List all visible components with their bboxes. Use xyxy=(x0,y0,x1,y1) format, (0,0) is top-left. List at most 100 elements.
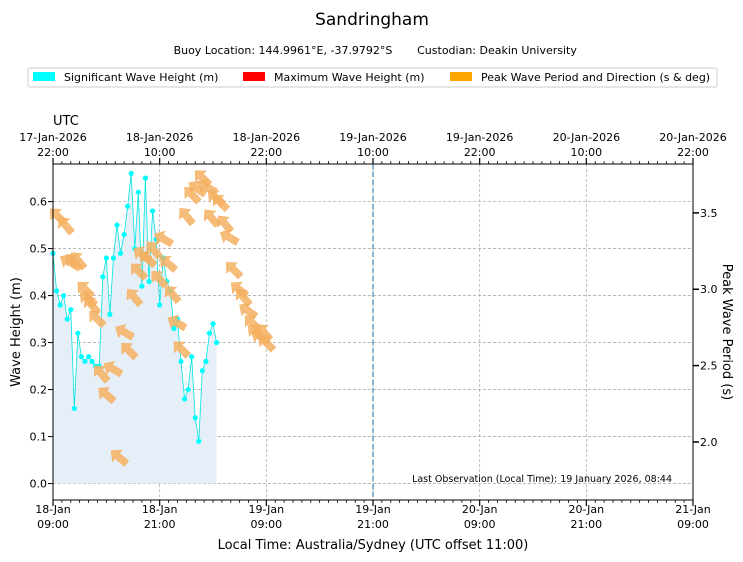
chart-title: Sandringham xyxy=(315,10,429,30)
x-tick-time: 09:00 xyxy=(464,518,496,531)
x-axis-label: Local Time: Australia/Sydney (UTC offset… xyxy=(218,538,529,553)
wave-height-point xyxy=(185,386,191,393)
wave-height-point xyxy=(157,302,163,308)
peak-period-arrow xyxy=(89,310,107,329)
wave-height-point xyxy=(57,302,63,308)
x-tick-date: 19-Jan xyxy=(249,503,285,516)
wave-height-point xyxy=(125,203,131,209)
peak-period-arrows xyxy=(50,170,277,467)
wave-height-point xyxy=(78,354,85,360)
wave-height-point xyxy=(61,292,67,299)
peak-period-arrow xyxy=(126,288,144,308)
peak-period-arrow xyxy=(212,194,230,213)
x-tick-time: 21:00 xyxy=(357,518,389,531)
y2-tick-label: 3.0 xyxy=(700,283,718,296)
peak-period-arrow xyxy=(98,387,117,405)
x-tick-time: 09:00 xyxy=(37,518,69,531)
wave-height-point xyxy=(121,231,127,238)
legend: Significant Wave Height (m) Maximum Wave… xyxy=(27,67,718,88)
wave-height-area xyxy=(53,173,217,484)
wave-height-point xyxy=(89,358,95,364)
wave-height-point xyxy=(213,339,220,346)
peak-period-arrow xyxy=(146,241,163,260)
wave-height-point xyxy=(100,274,106,280)
x-tick-time: 09:00 xyxy=(677,518,709,531)
last-observation-label: Last Observation (Local Time): 19 Januar… xyxy=(412,474,672,485)
x-tick-time: 09:00 xyxy=(250,518,282,531)
x-tick-time: 21:00 xyxy=(570,518,602,531)
y-tick-label: 0.3 xyxy=(30,337,48,350)
wave-height-point xyxy=(192,415,198,421)
wave-height-point xyxy=(68,307,74,313)
peak-period-arrow xyxy=(130,263,149,281)
wave-height-point xyxy=(196,438,202,444)
peak-period-arrow xyxy=(226,262,244,280)
wave-height-point xyxy=(189,354,195,360)
y-tick-label: 0.5 xyxy=(30,243,48,256)
peak-period-arrow xyxy=(103,360,124,378)
wave-height-point xyxy=(178,358,184,364)
legend-swatch-peak-wave-period xyxy=(450,72,472,81)
y2-tick-label: 2.5 xyxy=(700,360,718,373)
peak-period-arrow xyxy=(115,324,135,341)
x-tick-date: 21-Jan xyxy=(675,503,711,516)
legend-label-maximum-wave-height: Maximum Wave Height (m) xyxy=(274,71,425,84)
peak-period-arrow xyxy=(83,296,101,315)
wave-height-point xyxy=(75,330,81,336)
top-tick-date: 20-Jan-2026 xyxy=(553,131,621,144)
top-tick-date: 20-Jan-2026 xyxy=(659,131,727,144)
wave-height-point xyxy=(203,358,209,364)
y-tick-label: 0.4 xyxy=(30,290,48,303)
y2-tick-label: 2.0 xyxy=(700,436,718,449)
wave-height-point xyxy=(82,358,88,364)
peak-period-arrow xyxy=(220,229,240,246)
peak-period-arrow xyxy=(77,281,95,300)
y-axis-label: Wave Height (m) xyxy=(9,277,24,387)
x-tick-date: 18-Jan xyxy=(142,503,178,516)
top-tick-date: 19-Jan-2026 xyxy=(339,131,407,144)
top-axis-label: UTC xyxy=(53,114,79,129)
x-tick-date: 19-Jan xyxy=(355,503,391,516)
wave-height-point xyxy=(139,283,145,289)
top-tick-time: 22:00 xyxy=(464,146,496,159)
wave-height-point xyxy=(146,278,152,285)
peak-period-arrow xyxy=(121,342,139,361)
peak-period-arrow xyxy=(258,335,277,353)
top-axis-ticks: 17-Jan-2026 22:00 18-Jan-2026 10:00 18-Jan-2… xyxy=(19,131,727,164)
wave-height-point xyxy=(117,250,124,256)
y-tick-label: 0.1 xyxy=(30,431,48,444)
wave-height-point xyxy=(85,354,92,360)
right-axis-ticks: 2.0 2.5 3.0 3.5 xyxy=(693,207,718,449)
wave-height-point xyxy=(103,255,109,261)
peak-period-arrow xyxy=(178,207,196,227)
y-tick-label: 0.6 xyxy=(30,196,48,209)
top-tick-time: 10:00 xyxy=(144,146,176,159)
wave-height-point xyxy=(199,368,205,374)
legend-label-peak-wave-period: Peak Wave Period and Direction (s & deg) xyxy=(481,71,710,84)
top-tick-time: 10:00 xyxy=(570,146,602,159)
left-axis-ticks: 0.0 0.1 0.2 0.3 0.4 0.5 0.6 xyxy=(30,196,53,491)
wave-height-point xyxy=(149,208,156,214)
peak-period-arrow xyxy=(167,314,188,332)
peak-period-arrow xyxy=(110,449,130,467)
wave-height-point xyxy=(128,170,134,176)
wave-height-point xyxy=(114,222,120,228)
top-tick-date: 18-Jan-2026 xyxy=(126,131,194,144)
wave-height-point xyxy=(71,405,77,411)
peak-period-arrow xyxy=(151,271,169,289)
peak-period-arrow xyxy=(173,341,191,359)
peak-period-arrow xyxy=(139,251,158,269)
y2-axis-label: Peak Wave Period (s) xyxy=(719,264,734,400)
wave-height-point xyxy=(181,396,188,402)
top-tick-time: 10:00 xyxy=(357,146,389,159)
wave-height-point xyxy=(142,175,149,181)
wave-height-point xyxy=(110,255,117,261)
wave-height-point xyxy=(206,330,213,336)
peak-period-arrow xyxy=(235,288,253,308)
bottom-axis-ticks: 18-Jan 09:00 18-Jan 21:00 19-Jan 09:00 19-Jan 2… xyxy=(35,500,711,531)
buoy-location: Buoy Location: 144.9961°E, -37.9792°S xyxy=(174,44,393,57)
peak-period-arrow xyxy=(239,302,259,320)
top-tick-time: 22:00 xyxy=(677,146,709,159)
top-tick-date: 18-Jan-2026 xyxy=(233,131,301,144)
